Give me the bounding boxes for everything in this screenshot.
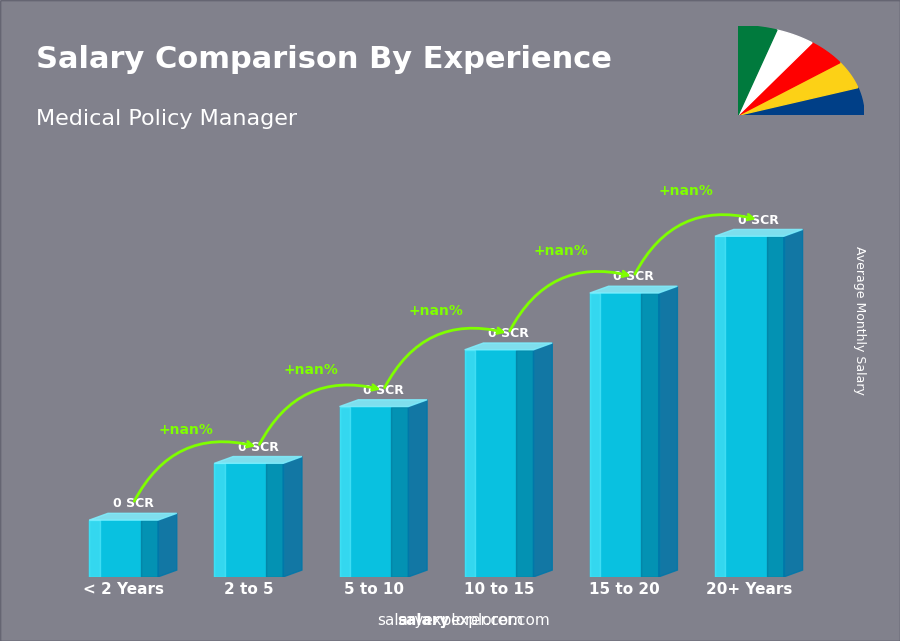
Bar [715,237,725,577]
Polygon shape [738,88,864,115]
Text: 0 SCR: 0 SCR [488,327,529,340]
Polygon shape [158,513,176,577]
Text: +nan%: +nan% [158,423,213,437]
Polygon shape [590,287,678,293]
Text: Average Monthly Salary: Average Monthly Salary [853,246,866,395]
Bar [590,293,659,577]
Text: +nan%: +nan% [534,244,589,258]
Polygon shape [534,343,553,577]
Text: +nan%: +nan% [659,185,714,199]
Text: 0 SCR: 0 SCR [112,497,153,510]
Polygon shape [738,30,812,115]
Bar [517,350,534,577]
Bar [89,520,100,577]
Text: Salary Comparison By Experience: Salary Comparison By Experience [36,45,612,74]
Bar [642,293,659,577]
Text: Medical Policy Manager: Medical Policy Manager [36,109,297,129]
Text: +nan%: +nan% [409,304,464,318]
Polygon shape [715,229,803,237]
Bar [590,293,600,577]
Polygon shape [409,400,428,577]
Bar [339,406,350,577]
Polygon shape [214,456,302,463]
Polygon shape [738,43,840,115]
Bar [339,406,409,577]
Bar [214,463,284,577]
Polygon shape [339,400,428,406]
Polygon shape [89,513,176,520]
Text: salaryexplorer.com: salaryexplorer.com [377,613,523,628]
Bar [715,237,784,577]
Bar [140,520,158,577]
Polygon shape [784,229,803,577]
Bar [767,237,784,577]
Bar [89,520,158,577]
Bar [464,350,475,577]
Text: 0 SCR: 0 SCR [238,441,279,454]
Text: explorer.com: explorer.com [450,613,550,628]
Polygon shape [284,456,302,577]
Text: 0 SCR: 0 SCR [738,213,779,227]
Polygon shape [659,287,678,577]
Bar [214,463,225,577]
Text: 0 SCR: 0 SCR [363,384,404,397]
Bar [266,463,284,577]
Bar [392,406,409,577]
Bar [464,350,534,577]
Polygon shape [738,63,858,115]
Polygon shape [464,343,553,350]
Text: 0 SCR: 0 SCR [613,271,654,283]
Text: +nan%: +nan% [284,363,338,378]
Text: salary: salary [398,613,450,628]
Polygon shape [738,26,777,115]
